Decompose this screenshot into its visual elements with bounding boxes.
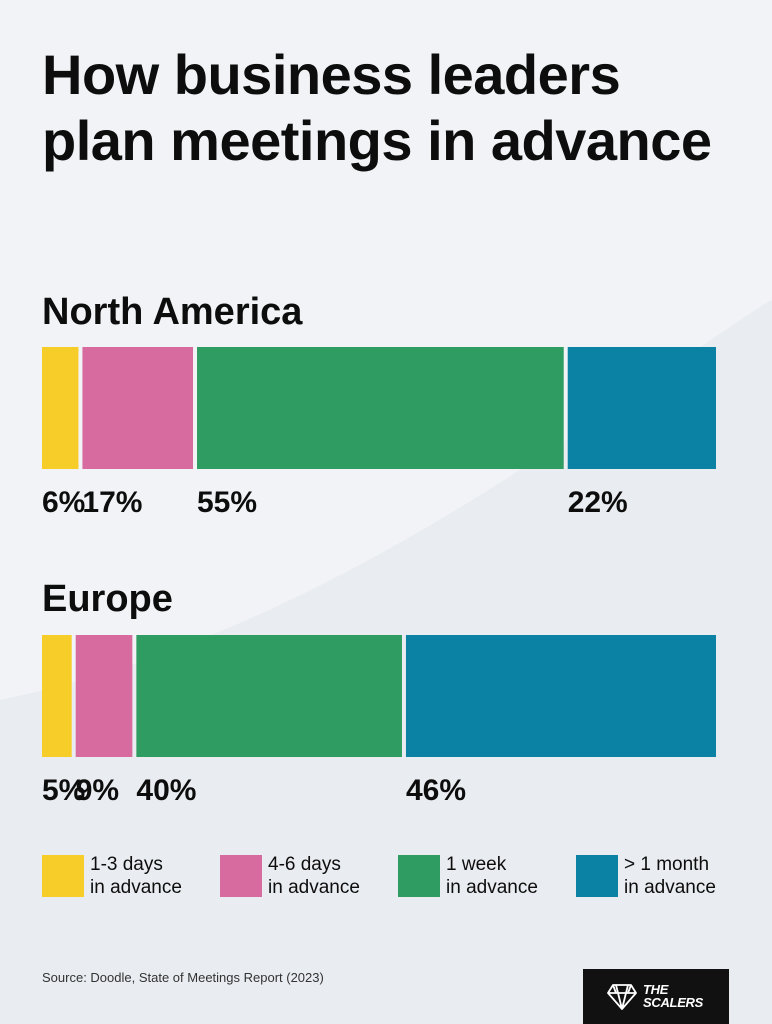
north-america-value-labels: 6% 17% 55% 22% [42,483,732,523]
legend-label: 1 week in advance [446,854,538,898]
bar-segment-1-week [136,635,402,757]
bar-segment-1-month [405,635,716,757]
chart-title-europe: Europe [42,578,173,620]
bar-segment-1-3-days [42,635,72,757]
bar-segment-1-month [567,347,716,469]
value-label-1-week: 40% [136,774,197,807]
legend-swatch [42,855,84,897]
value-label-1-week: 55% [197,486,258,519]
value-label-4-6-days: 17% [82,486,143,519]
the-scalers-logo: THE SCALERS [583,969,729,1024]
north-america-bar-chart [42,347,716,469]
value-label-1-month: 46% [406,774,467,807]
value-label-4-6-days: 9% [75,774,120,807]
europe-bar-chart [42,635,716,757]
logo-text: THE SCALERS [643,982,704,1010]
value-label-1-month: 22% [567,486,628,519]
legend-label: 4-6 days in advance [268,854,360,898]
legend-label: > 1 month in advance [624,854,716,898]
legend-swatch [576,855,618,897]
bar-segment-4-6-days [75,635,133,757]
legend-swatch [398,855,440,897]
legend: 1-3 days in advance 4-6 days in advance … [42,853,742,903]
page-title: How business leaders plan meetings in ad… [42,43,712,172]
source-note: Source: Doodle, State of Meetings Report… [42,970,324,985]
europe-value-labels: 5% 9% 40% 46% [42,771,732,811]
value-label-1-3-days: 6% [42,486,86,519]
legend-swatch [220,855,262,897]
chart-title-north-america: North America [42,291,303,333]
legend-label: 1-3 days in advance [90,854,182,898]
bar-segment-1-3-days [42,347,79,469]
diamond-logo-icon [607,984,637,1010]
bar-segment-4-6-days [82,347,194,469]
value-label-1-3-days: 5% [42,774,86,807]
bar-segment-1-week [197,347,564,469]
